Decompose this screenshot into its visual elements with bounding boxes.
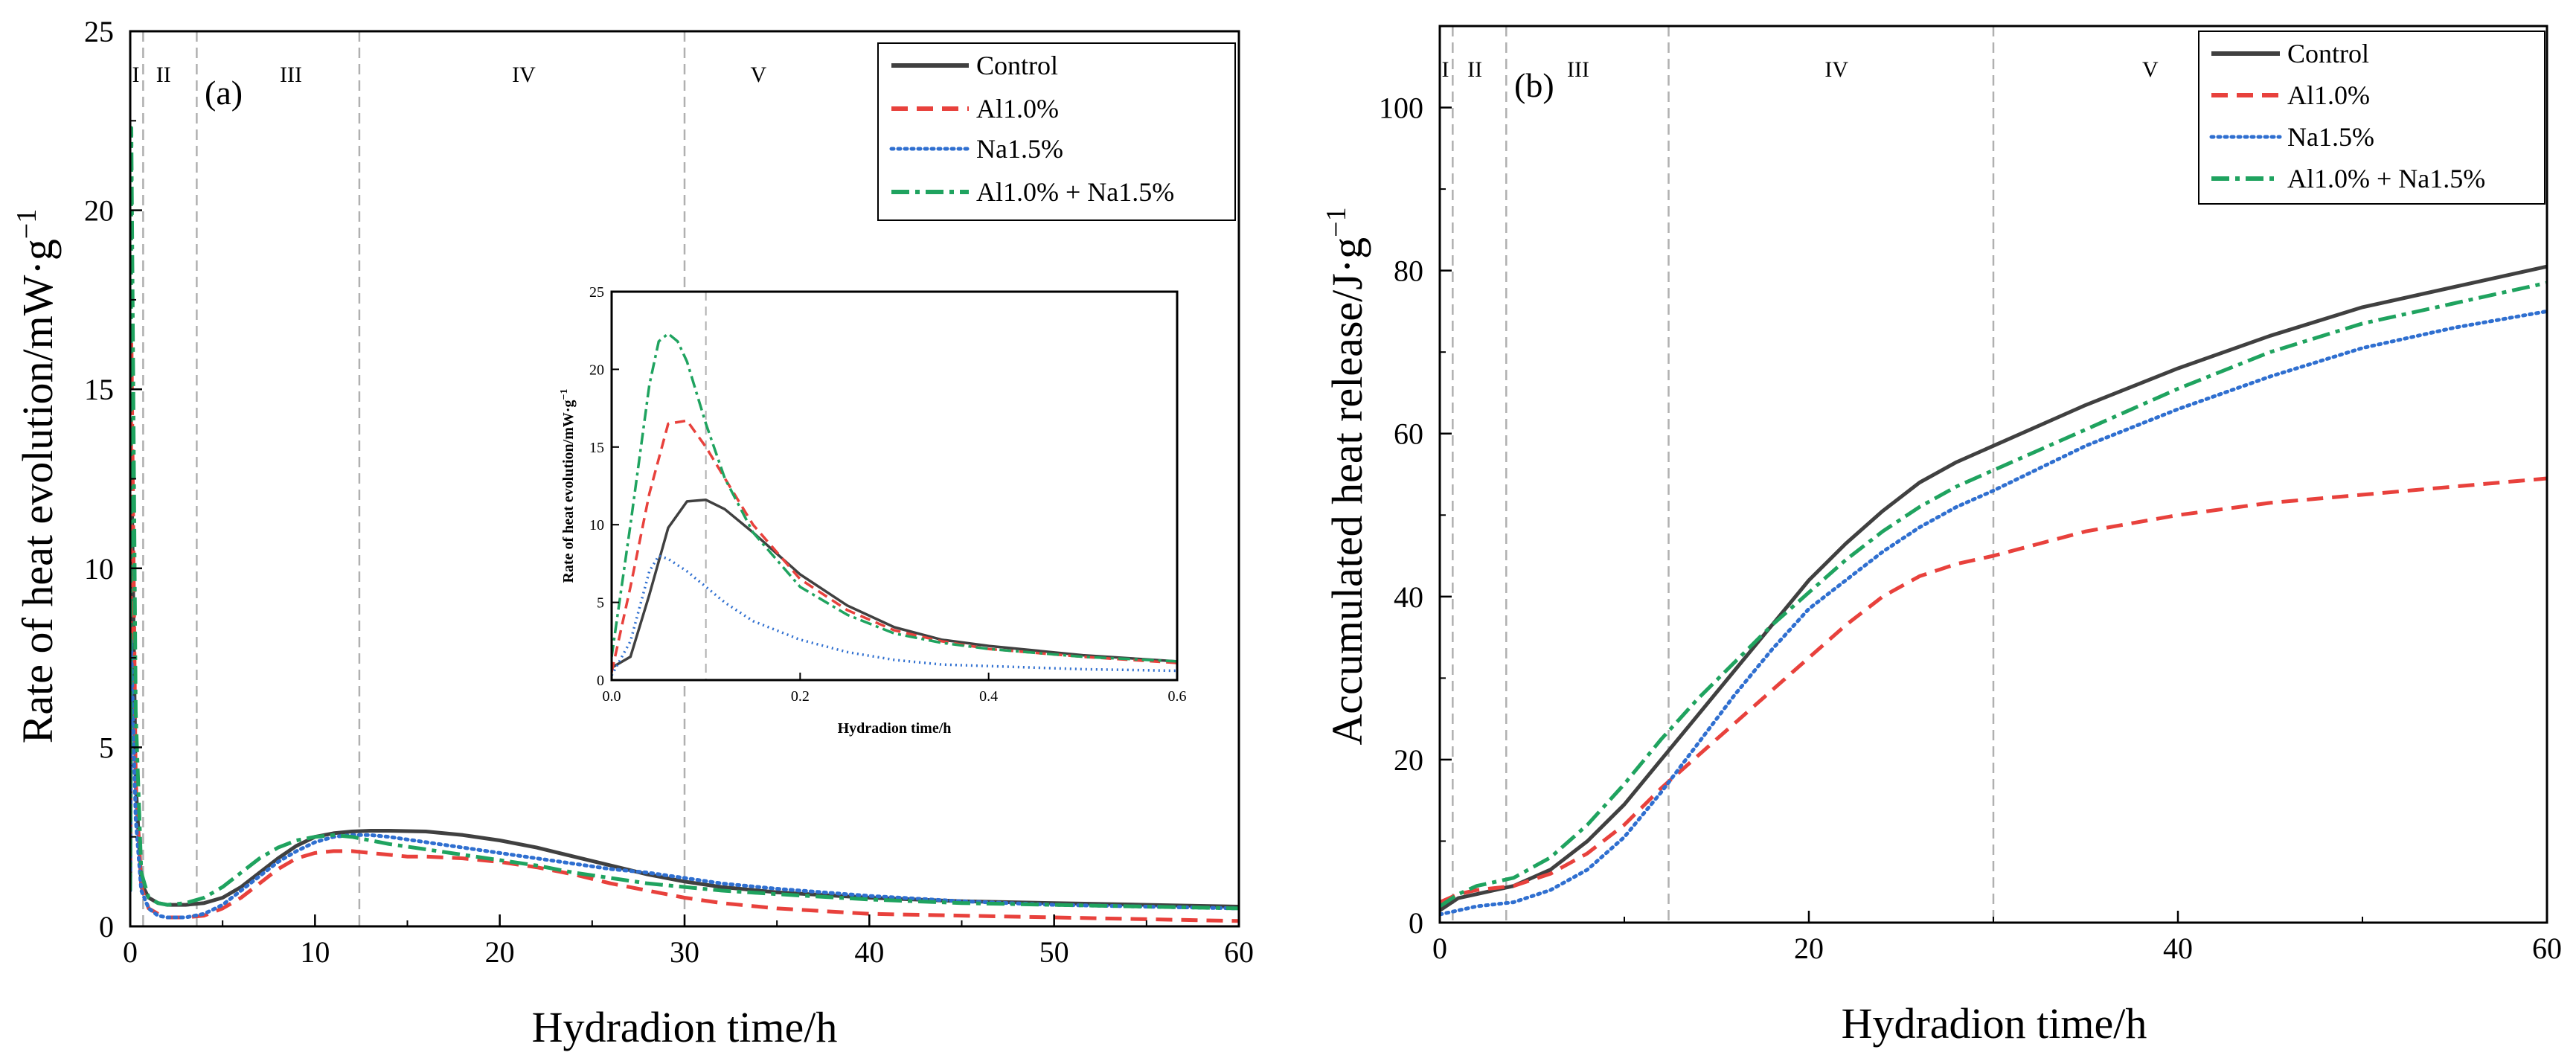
a-inset-y-ticks: 0 5 10 15 20 25 [589, 284, 619, 689]
a-series-al1-0-na1-5 [130, 126, 1239, 911]
b-series-group [1440, 264, 2547, 917]
b-series-control [1440, 264, 2547, 912]
b-y-axis-label-sup: −1 [1321, 207, 1352, 237]
b-stage-label-1: II [1467, 57, 1482, 82]
a-inset-x-ticks: 0.0 0.2 0.4 0.6 [603, 673, 1187, 705]
b-x-axis-label: Hydradion time/h [1842, 999, 2147, 1048]
a-legend-label-al: Al1.0% [976, 94, 1059, 124]
a-legend: Control Al1.0% Na1.5% Al1.0% + Na1.5% [877, 42, 1236, 221]
b-panel-label: (b) [1514, 66, 1554, 104]
b-y-tick-label-1: 20 [1394, 743, 1423, 777]
a-inset-series-group [612, 332, 1177, 676]
a-stage-boundaries [142, 31, 686, 926]
a-stage-label-0: I [132, 63, 139, 87]
a-inset-y-tick-label-0: 0 [597, 673, 604, 689]
b-stage-labels: I II III IV V [1441, 57, 2159, 82]
a-series-al1-0 [130, 326, 1239, 923]
a-inset-series-al1-0 [612, 419, 1177, 673]
b-legend-label-al: Al1.0% [2287, 80, 2370, 110]
b-stage-label-2: III [1567, 57, 1589, 82]
a-inset-y-axis-label-sup: −1 [559, 388, 570, 400]
b-x-tick-label-3: 60 [2532, 932, 2562, 965]
a-y-tick-label-0: 0 [99, 910, 114, 943]
a-panel-label: (a) [205, 74, 243, 112]
a-inset-y-tick-label-5: 25 [589, 284, 604, 301]
b-x-tick-label-1: 20 [1794, 932, 1824, 965]
a-series-group [130, 126, 1239, 923]
b-y-axis-label-text: Accumulated heat release/J·g [1323, 237, 1371, 746]
a-legend-label-na: Na1.5% [976, 134, 1063, 164]
b-legend-label-na: Na1.5% [2287, 122, 2374, 152]
a-y-axis-label: Rate of heat evolution/mW·g−1 [11, 209, 62, 744]
a-x-tick-label-4: 40 [854, 935, 884, 969]
a-x-axis-label: Hydradion time/h [532, 1003, 838, 1051]
a-legend-label-alna: Al1.0% + Na1.5% [976, 177, 1174, 207]
b-y-tick-label-3: 60 [1394, 417, 1423, 451]
a-y-tick-label-3: 15 [84, 373, 114, 406]
b-series-na1-5 [1440, 309, 2547, 917]
b-y-ticks: 0 20 40 60 80 100 [1379, 92, 1452, 940]
a-y-tick-label-4: 20 [84, 194, 114, 228]
a-y-ticks: 0 5 10 15 20 25 [84, 15, 142, 943]
a-inset-y-tick-label-1: 5 [597, 595, 604, 612]
a-y-axis-label-text: Rate of heat evolution/mW·g [13, 239, 62, 743]
a-inset-frame [610, 290, 1179, 682]
b-series-al1-0-na1-5 [1440, 281, 2547, 908]
b-x-ticks: 0 20 40 60 [1432, 911, 2562, 965]
b-legend-label-alna: Al1.0% + Na1.5% [2287, 164, 2485, 193]
b-x-tick-label-0: 0 [1432, 932, 1447, 965]
a-inset-y-axis-label: Rate of heat evolution/mW·g−1 [559, 388, 577, 583]
a-x-tick-label-0: 0 [123, 935, 138, 969]
a-y-axis-label-sup: −1 [11, 209, 42, 239]
b-y-tick-label-4: 80 [1394, 254, 1423, 288]
a-inset-x-tick-label-3: 0.6 [1168, 688, 1187, 705]
a-legend-label-control: Control [976, 51, 1058, 80]
a-series-na1-5 [130, 638, 1239, 920]
a-inset-x-axis-label: Hydradion time/h [838, 720, 952, 737]
a-inset-y-tick-label-4: 20 [589, 362, 604, 378]
b-legend-box [2198, 31, 2545, 205]
b-stage-label-4: V [2142, 57, 2159, 82]
a-x-tick-label-2: 20 [485, 935, 515, 969]
a-stage-labels: I II III IV V [132, 63, 766, 87]
a-stage-label-4: V [750, 63, 766, 87]
b-stage-label-3: IV [1824, 57, 1848, 82]
a-inset-x-tick-label-1: 0.2 [791, 688, 810, 705]
a-inset-chart: 0.0 0.2 0.4 0.6 0 5 10 15 20 25 Hydradion time/h… [559, 284, 1187, 737]
a-x-ticks: 0 10 20 30 40 50 60 [123, 914, 1254, 969]
a-stage-label-3: IV [512, 63, 536, 87]
a-x-tick-label-1: 10 [300, 935, 330, 969]
a-inset-y-tick-label-3: 15 [589, 440, 604, 456]
a-y-tick-label-1: 5 [99, 731, 114, 764]
b-series-al1-0 [1440, 476, 2547, 904]
a-inset-series-al1-0-na1-5 [612, 332, 1177, 663]
a-stage-label-1: II [156, 63, 171, 87]
a-x-tick-label-3: 30 [670, 935, 699, 969]
a-x-tick-label-6: 60 [1224, 935, 1254, 969]
b-y-tick-label-2: 40 [1394, 580, 1423, 614]
b-y-tick-label-0: 0 [1409, 906, 1423, 940]
a-y-tick-label-5: 25 [84, 15, 114, 48]
a-inset-background [612, 292, 1177, 680]
a-inset-x-tick-label-2: 0.4 [979, 688, 998, 705]
a-x-tick-label-5: 50 [1039, 935, 1069, 969]
b-legend-label-control: Control [2287, 39, 2369, 68]
b-stage-boundaries [1452, 26, 1995, 923]
a-inset-y-axis-label-text: Rate of heat evolution/mW·g [560, 400, 577, 583]
a-inset-series-na1-5 [612, 554, 1177, 676]
a-inset-x-tick-label-0: 0.0 [603, 688, 621, 705]
a-stage-label-2: III [280, 63, 302, 87]
a-inset-y-tick-label-2: 10 [589, 517, 604, 533]
b-x-tick-label-2: 40 [2163, 932, 2193, 965]
a-y-tick-label-2: 10 [84, 552, 114, 586]
b-legend: Control Al1.0% Na1.5% Al1.0% + Na1.5% [2198, 31, 2545, 205]
b-stage-label-0: I [1441, 57, 1449, 82]
b-y-tick-label-5: 100 [1379, 92, 1423, 125]
b-y-axis-label: Accumulated heat release/J·g−1 [1321, 207, 1371, 745]
